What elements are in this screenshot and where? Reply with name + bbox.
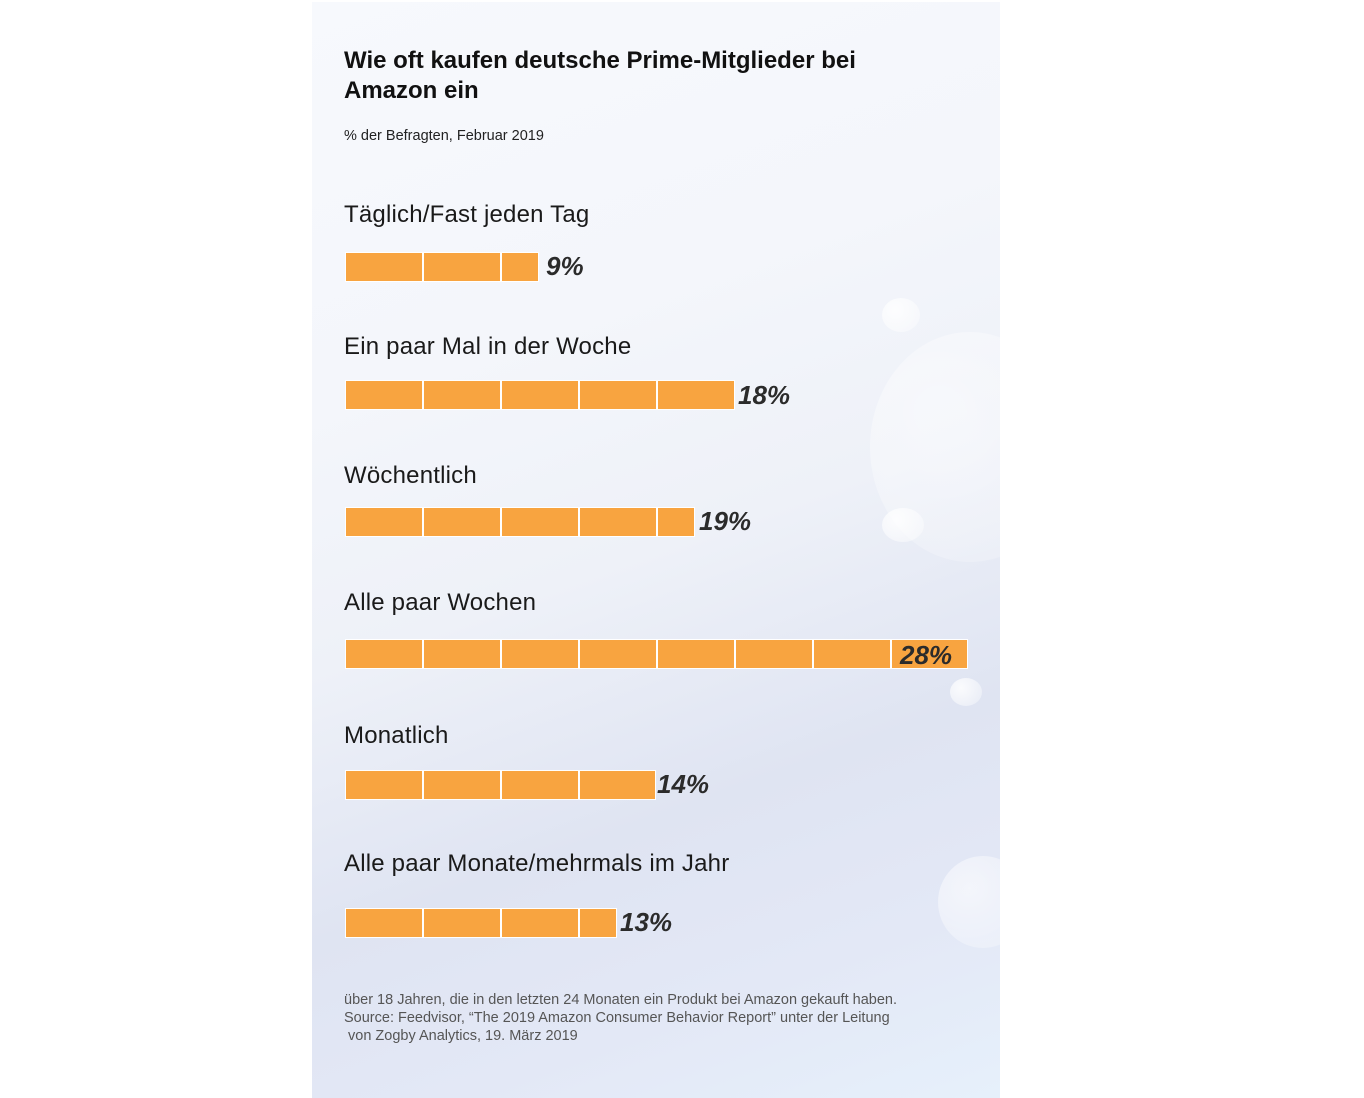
value-label: 14%	[657, 769, 710, 799]
decor-bubble	[882, 298, 920, 332]
value-label: 18%	[738, 380, 791, 410]
source-footnote: über 18 Jahren, die in den letzten 24 Mo…	[344, 991, 994, 1045]
category-label: Täglich/Fast jeden Tag	[344, 201, 590, 228]
bar-daily	[345, 252, 539, 282]
bar-every-few-weeks	[345, 639, 968, 669]
chart-subtitle: % der Befragten, Februar 2019	[344, 128, 544, 144]
category-label: Ein paar Mal in der Woche	[344, 333, 632, 360]
category-label: Alle paar Wochen	[344, 589, 537, 616]
bar-weekly	[345, 507, 695, 537]
chart-title: Wie oft kaufen deutsche Prime-Mitglieder…	[344, 47, 856, 104]
decor-bubble	[938, 856, 1000, 948]
category-label: Wöchentlich	[344, 462, 477, 489]
bar-few-times-week	[345, 380, 735, 410]
footnote-line: über 18 Jahren, die in den letzten 24 Mo…	[344, 992, 897, 1008]
value-label: 13%	[620, 907, 673, 937]
bar-every-few-months	[345, 908, 617, 938]
footnote-line: Source: Feedvisor, “The 2019 Amazon Cons…	[344, 1010, 890, 1026]
category-label: Monatlich	[344, 722, 449, 749]
decor-bubble	[882, 508, 924, 542]
category-label: Alle paar Monate/mehrmals im Jahr	[344, 850, 730, 877]
footnote-line: von Zogby Analytics, 19. März 2019	[344, 1028, 578, 1044]
value-label: 28%	[900, 640, 953, 670]
bar-monthly	[345, 770, 656, 800]
value-label: 9%	[546, 251, 584, 281]
value-label: 19%	[699, 506, 752, 536]
decor-bubble	[950, 678, 982, 706]
infographic-card: Wie oft kaufen deutsche Prime-Mitglieder…	[312, 2, 1000, 1098]
